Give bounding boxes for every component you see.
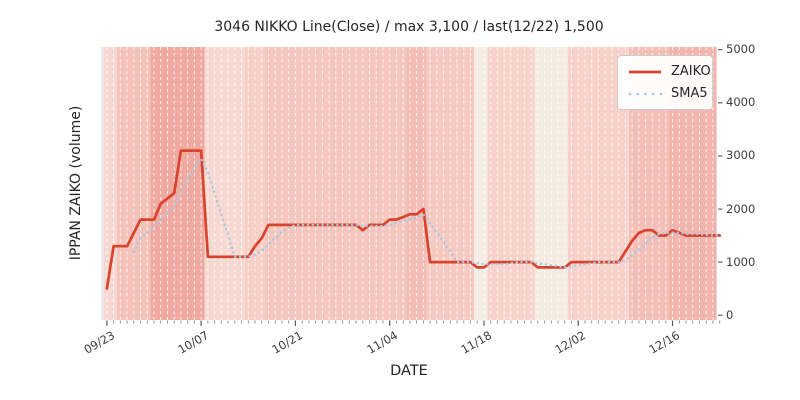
y-tick-label: 4000 — [726, 95, 756, 110]
legend-item-sma5: SMA5 — [628, 86, 708, 101]
legend: ZAIKO SMA5 — [617, 55, 713, 110]
y-tick-label: 5000 — [726, 42, 756, 57]
legend-label-sma5: SMA5 — [671, 86, 708, 101]
y-tick-label: 3000 — [726, 148, 756, 163]
y-tick-label: 1000 — [726, 254, 756, 269]
y-tick-label: 0 — [726, 307, 734, 322]
legend-item-zaiko: ZAIKO — [628, 64, 711, 79]
y-axis-label: IPPAN ZAIKO (volume) — [68, 105, 84, 261]
x-axis-label: DATE — [390, 363, 428, 379]
chart-title: 3046 NIKKO Line(Close) / max 3,100 / las… — [214, 19, 604, 35]
sma5-line-swatch — [628, 92, 662, 95]
y-tick-label: 2000 — [726, 201, 756, 216]
legend-label-zaiko: ZAIKO — [671, 64, 711, 79]
zaiko-line-swatch — [629, 70, 661, 73]
